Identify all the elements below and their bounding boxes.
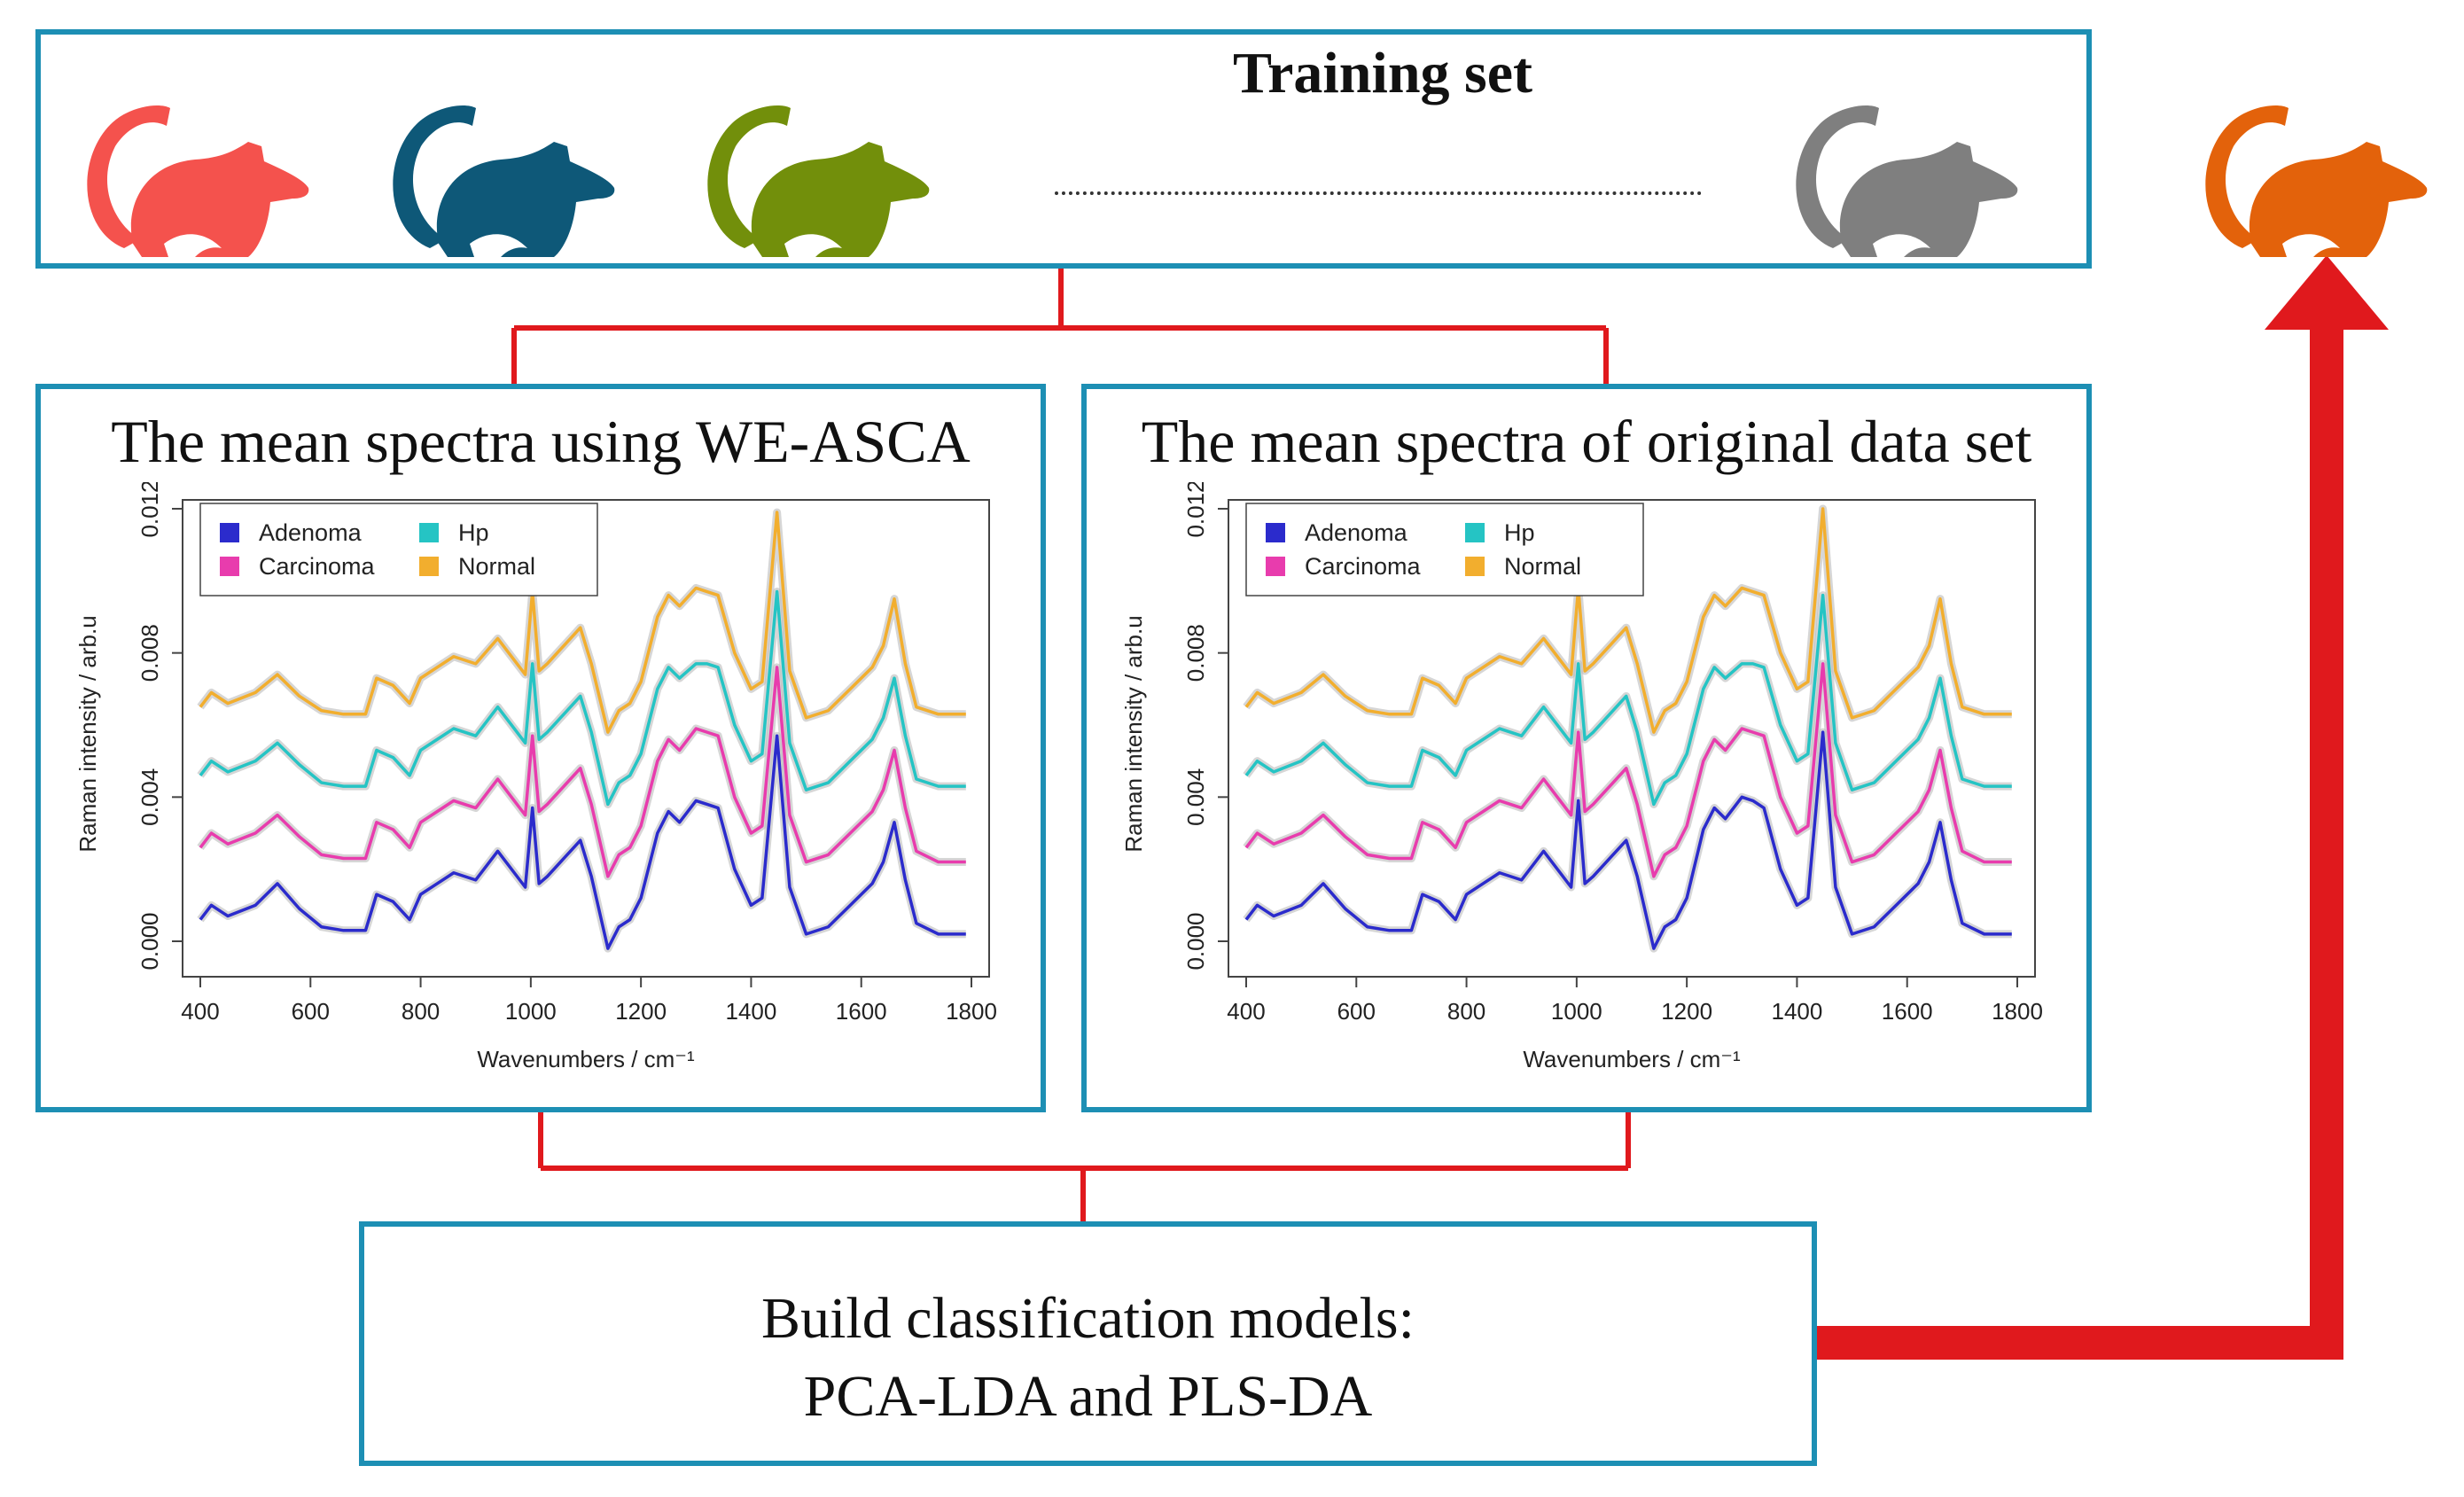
x-tick-label: 1200 (1661, 998, 1712, 1025)
training-set-title: Training set (1233, 41, 1532, 105)
series-line-hp (199, 589, 966, 807)
ellipsis-dotted-line (1055, 191, 1702, 195)
y-tick-label: 0.012 (136, 482, 163, 538)
weasca-panel-title: The mean spectra using WE-ASCA (111, 408, 971, 475)
plot-frame (1228, 499, 2036, 978)
orange-rat-icon (2205, 105, 2428, 257)
gray-rat-icon (1796, 105, 2018, 257)
legend-label-carcinoma: Carcinoma (1305, 553, 1422, 580)
x-tick-label: 1400 (1772, 998, 1823, 1025)
series-line-hp (1244, 593, 2012, 807)
y-tick-label: 0.008 (136, 624, 163, 682)
x-tick-label: 800 (402, 998, 440, 1025)
x-tick-label: 1400 (726, 998, 777, 1025)
build-models-line1: Build classification models: (761, 1286, 1415, 1351)
connectors-top (511, 269, 1609, 384)
x-tick-label: 400 (181, 998, 219, 1025)
y-tick-label: 0.000 (1182, 912, 1209, 970)
navy-rat-icon (393, 105, 615, 257)
connectors-bottom (538, 1112, 1631, 1221)
y-tick-label: 0.004 (136, 768, 163, 826)
legend-swatch-adenoma (1266, 523, 1285, 542)
y-tick-label: 0.004 (1182, 768, 1209, 826)
weasca-spectra-panel: The mean spectra using WE-ASCA 400 600 800… (35, 384, 1046, 1112)
x-tick-label: 1600 (836, 998, 887, 1025)
series-line-normal (1244, 507, 2012, 734)
build-models-box: Build classification models: PCA-LDA and… (359, 1221, 1817, 1466)
legend-swatch-adenoma (220, 523, 239, 542)
legend-box (1245, 503, 1644, 596)
x-tick-label: 1800 (1992, 998, 2043, 1025)
legend-label-normal: Normal (1504, 553, 1581, 580)
legend-label-adenoma: Adenoma (1305, 519, 1408, 546)
y-tick-label: 0.008 (1182, 624, 1209, 682)
result-arrow-shaft (1817, 328, 2343, 1360)
legend-box (199, 503, 598, 596)
legend-label-adenoma: Adenoma (259, 519, 363, 546)
red-rat-icon (87, 105, 309, 257)
x-tick-label: 1000 (1551, 998, 1602, 1025)
green-rat-icon (707, 105, 930, 257)
series-line-carcinoma (1244, 662, 2012, 878)
build-models-text: Build classification models: PCA-LDA and… (364, 1280, 1812, 1436)
plot-frame (182, 499, 990, 978)
x-tick-label: 600 (1337, 998, 1376, 1025)
legend-swatch-normal (1465, 557, 1485, 576)
series-line-carcinoma (199, 666, 966, 878)
legend-swatch-carcinoma (220, 557, 239, 576)
series-line-normal (199, 511, 966, 734)
x-tick-label: 1600 (1882, 998, 1933, 1025)
y-axis-label: Raman intensity / arb.u (74, 615, 101, 852)
x-tick-label: 600 (292, 998, 330, 1025)
legend-label-hp: Hp (458, 519, 489, 546)
x-axis-label: Wavenumbers / cm⁻¹ (477, 1046, 695, 1072)
build-models-line2: PCA-LDA and PLS-DA (803, 1364, 1373, 1429)
y-tick-label: 0.012 (1182, 482, 1209, 538)
original-panel-title: The mean spectra of original data set (1141, 408, 2032, 475)
x-tick-label: 800 (1447, 998, 1485, 1025)
original-spectra-chart: 400 600 800 1000 1200 1400 1600 1800 0.000 0.004 0… (1120, 482, 2043, 1072)
legend-swatch-carcinoma (1266, 557, 1285, 576)
y-tick-label: 0.000 (136, 912, 163, 970)
x-axis-label: Wavenumbers / cm⁻¹ (1523, 1046, 1741, 1072)
result-arrow-head (2265, 255, 2389, 330)
legend-swatch-normal (419, 557, 439, 576)
y-axis-label: Raman intensity / arb.u (1120, 615, 1147, 852)
x-tick-label: 1000 (505, 998, 557, 1025)
legend-swatch-hp (419, 523, 439, 542)
original-spectra-panel: The mean spectra of original data set 40… (1081, 384, 2092, 1112)
training-set-box (35, 29, 2092, 269)
x-tick-label: 400 (1227, 998, 1265, 1025)
legend-label-carcinoma: Carcinoma (259, 553, 376, 580)
legend-label-normal: Normal (458, 553, 535, 580)
legend-swatch-hp (1465, 523, 1485, 542)
series-line-adenoma (199, 734, 966, 950)
legend-label-hp: Hp (1504, 519, 1535, 546)
weasca-spectra-chart: 400 600 800 1000 1200 1400 1600 1800 0.000 0.004 0… (74, 482, 997, 1072)
x-tick-label: 1200 (615, 998, 667, 1025)
x-tick-label: 1800 (946, 998, 997, 1025)
series-line-adenoma (1244, 730, 2012, 950)
